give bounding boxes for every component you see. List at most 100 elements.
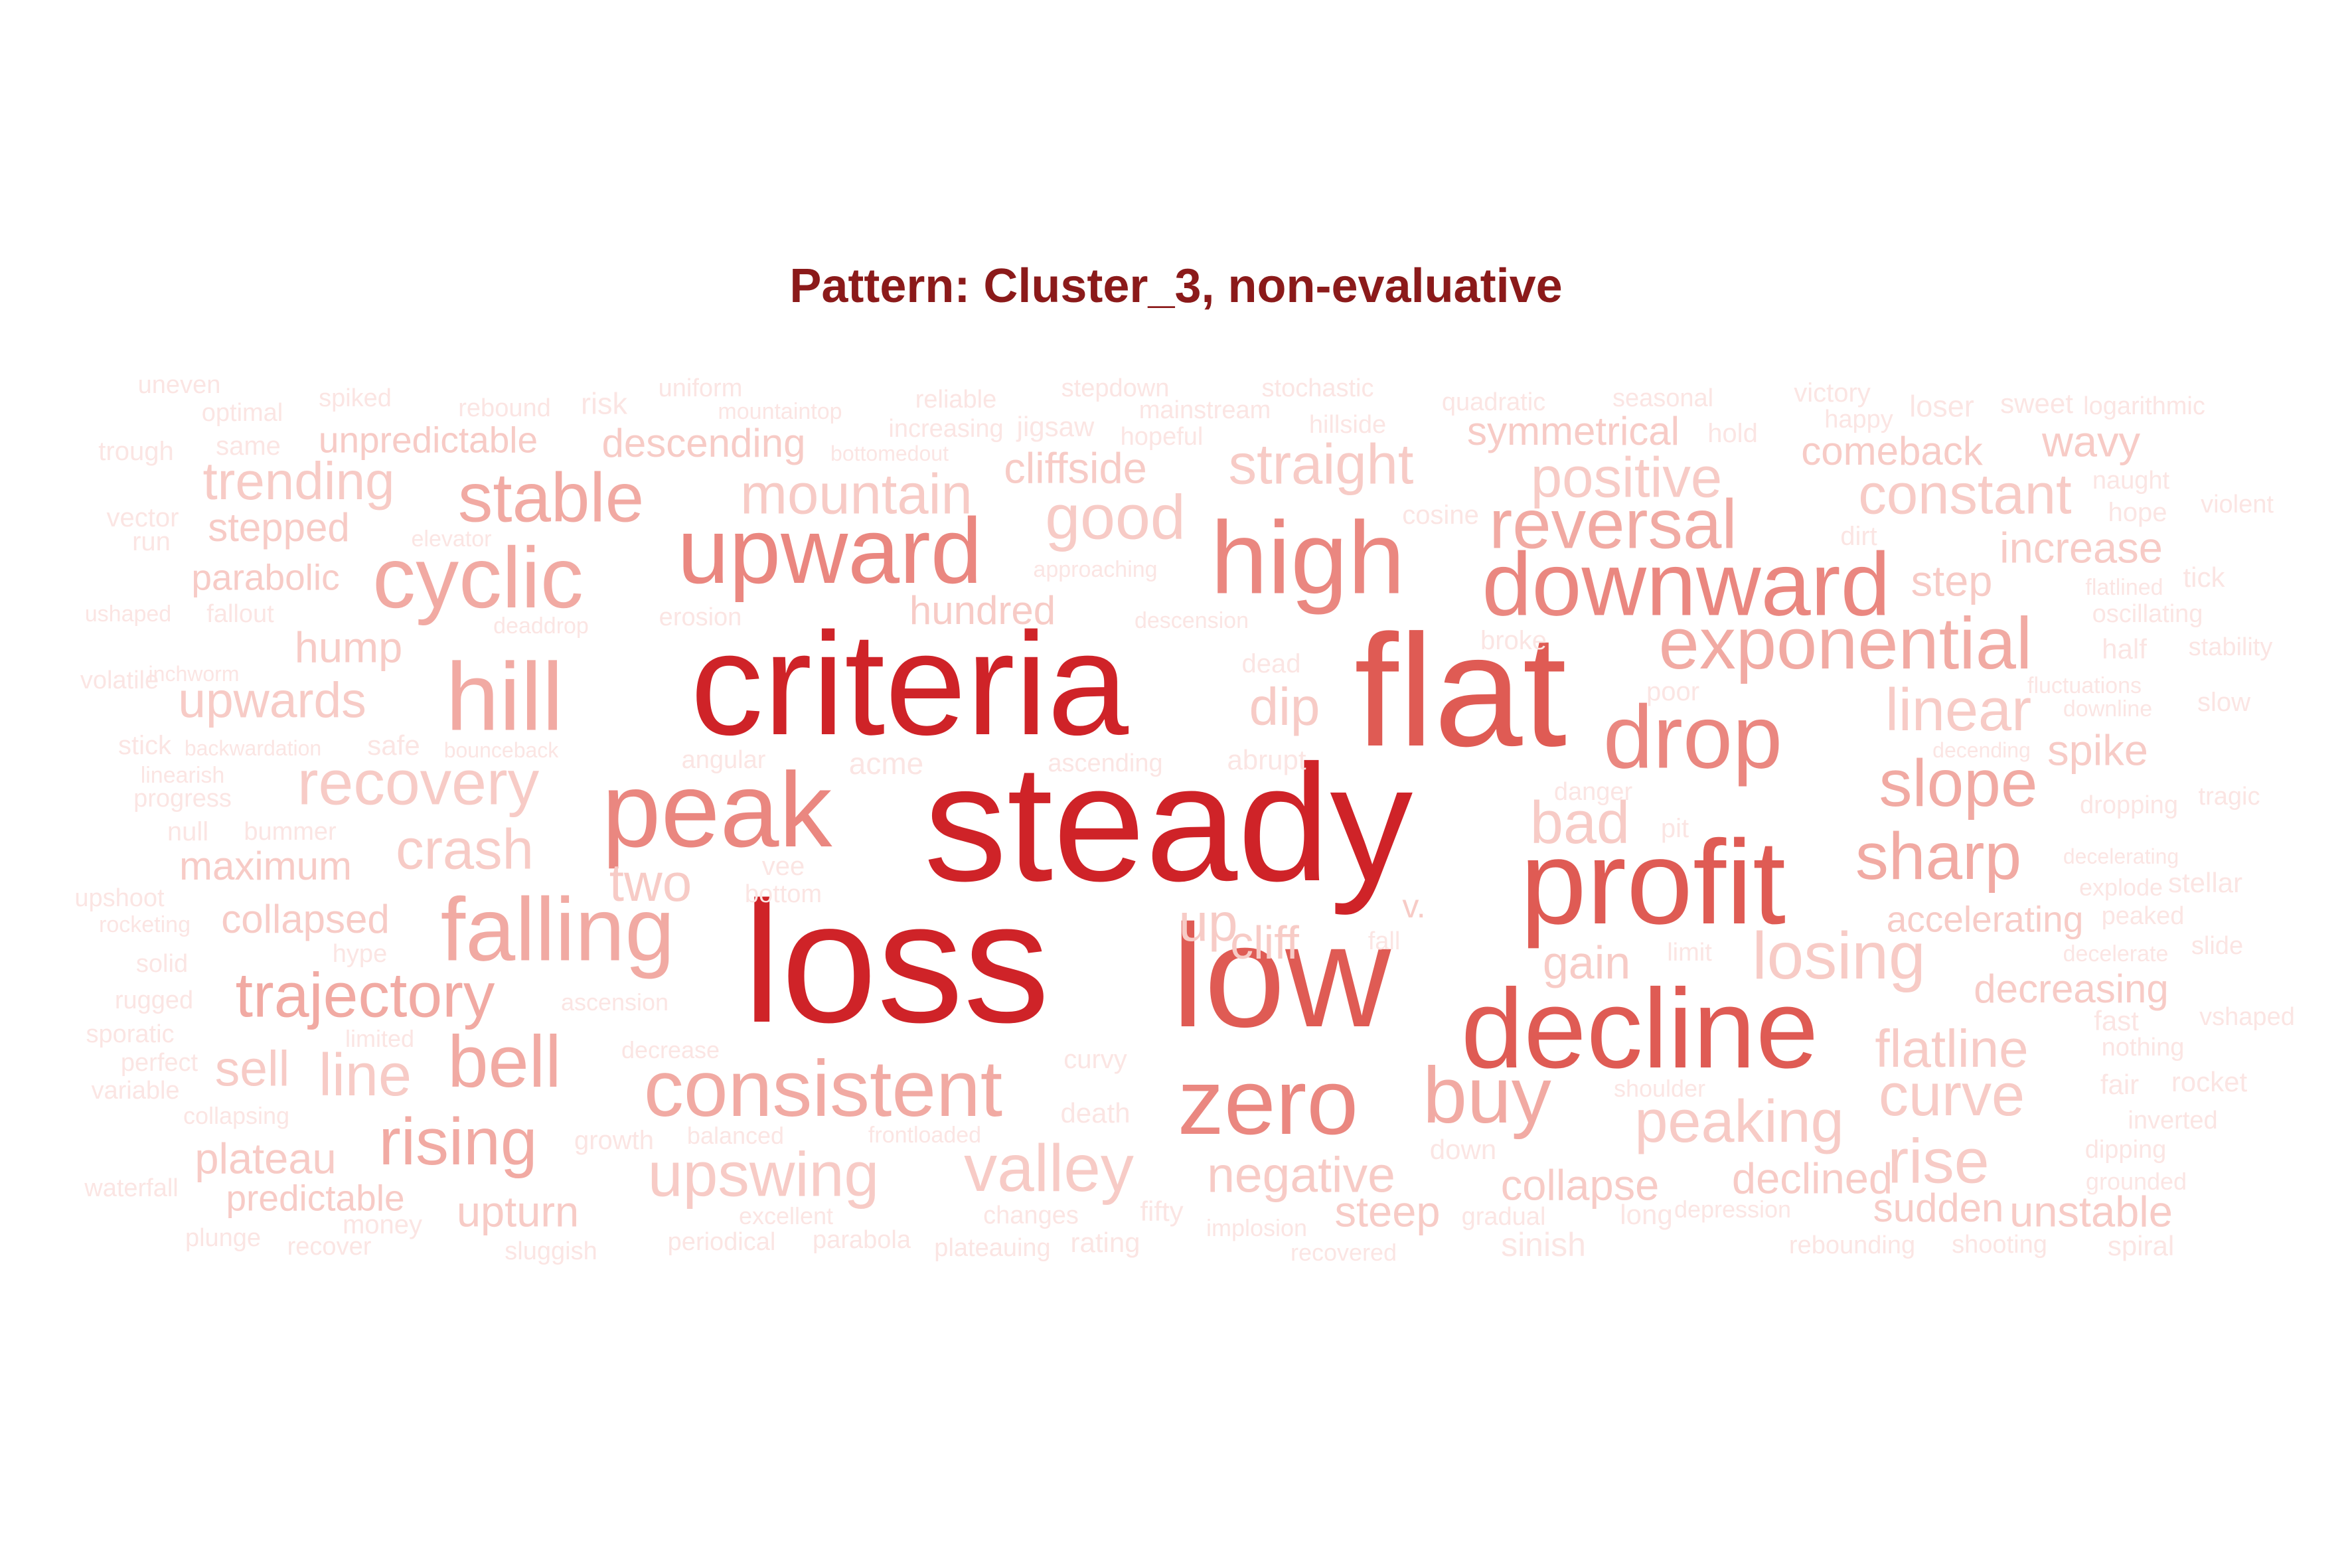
- cloud-word-upturn: upturn: [456, 1187, 580, 1236]
- cloud-word-buy: buy: [1423, 1051, 1551, 1140]
- cloud-word-ushaped: ushaped: [84, 601, 172, 627]
- cloud-word-waterfall: waterfall: [84, 1174, 179, 1202]
- cloud-word-sluggish: sluggish: [505, 1237, 597, 1265]
- cloud-word-variable: variable: [91, 1077, 180, 1105]
- cloud-word-peaking: peaking: [1634, 1089, 1844, 1155]
- cloud-word-plunge: plunge: [185, 1224, 262, 1252]
- cloud-word-bounceback: bounceback: [443, 738, 559, 762]
- cloud-word-curve: curve: [1878, 1062, 2025, 1129]
- cloud-word-fall: fall: [1368, 927, 1401, 955]
- cloud-word-negative: negative: [1207, 1146, 1395, 1203]
- cloud-word-acme: acme: [848, 746, 924, 781]
- cloud-word-uneven: uneven: [137, 371, 221, 399]
- cloud-word-safe: safe: [367, 730, 420, 761]
- cloud-word-rugged: rugged: [114, 986, 194, 1014]
- cloud-word-valley: valley: [964, 1131, 1134, 1206]
- cloud-word-poor: poor: [1646, 677, 1700, 706]
- cloud-word-changes: changes: [983, 1202, 1079, 1229]
- cloud-word-abrupt: abrupt: [1227, 744, 1306, 775]
- cloud-word-mountaintop: mountaintop: [718, 399, 842, 424]
- cloud-word-constant: constant: [1858, 463, 2072, 526]
- cloud-word-decrease: decrease: [621, 1036, 720, 1063]
- cloud-word-dipping: dipping: [2084, 1136, 2167, 1164]
- cloud-word-rebound: rebound: [458, 394, 551, 422]
- cloud-word-bottomedout: bottomedout: [830, 441, 949, 465]
- cloud-word-stochastic: stochastic: [1261, 374, 1374, 402]
- cloud-word-limited: limited: [345, 1025, 415, 1052]
- cloud-word-plateauing: plateauing: [934, 1234, 1051, 1262]
- cloud-word-dead: dead: [1241, 649, 1301, 678]
- cloud-word-parabola: parabola: [813, 1226, 911, 1254]
- cloud-word-slope: slope: [1879, 746, 2038, 821]
- cloud-word-good: good: [1045, 482, 1186, 553]
- cloud-word-tick: tick: [2183, 562, 2225, 593]
- cloud-word-gradual: gradual: [1461, 1203, 1546, 1231]
- cloud-word-periodical: periodical: [667, 1228, 776, 1256]
- cloud-word-naught: naught: [2092, 467, 2170, 495]
- cloud-word-up: up: [1178, 893, 1238, 952]
- cloud-word-upward: upward: [677, 499, 982, 603]
- cloud-word-ascension: ascension: [560, 988, 669, 1016]
- cloud-word-slide: slide: [2191, 932, 2244, 960]
- cloud-word-maximum: maximum: [179, 844, 353, 888]
- cloud-word-run: run: [132, 527, 171, 556]
- cloud-word-rocket: rocket: [2171, 1066, 2248, 1097]
- cloud-word-fluctuations: fluctuations: [2027, 673, 2142, 698]
- cloud-word-descension: descension: [1134, 608, 1249, 633]
- cloud-word-predictable: predictable: [226, 1177, 405, 1219]
- cloud-word-optimal: optimal: [201, 399, 283, 427]
- cloud-word-implosion: implosion: [1206, 1214, 1308, 1241]
- cloud-word-downline: downline: [2063, 696, 2153, 722]
- cloud-word-vshaped: vshaped: [2199, 1003, 2295, 1031]
- cloud-word-fast: fast: [2094, 1005, 2139, 1036]
- cloud-word-nothing: nothing: [2101, 1034, 2185, 1061]
- cloud-word-hump: hump: [294, 623, 403, 672]
- cloud-word-dropping: dropping: [2080, 791, 2178, 819]
- cloud-word-limit: limit: [1667, 939, 1712, 967]
- cloud-word-linearish: linearish: [140, 763, 225, 788]
- cloud-word-progress: progress: [133, 785, 232, 813]
- cloud-word-stepdown: stepdown: [1061, 374, 1170, 402]
- cloud-word-high: high: [1210, 500, 1405, 615]
- cloud-word-peak: peak: [601, 750, 832, 869]
- cloud-word-grounded: grounded: [2085, 1168, 2187, 1195]
- cloud-word-positive: positive: [1530, 446, 1723, 510]
- cloud-word-happy: happy: [1824, 406, 1893, 433]
- cloud-word-declined: declined: [1731, 1154, 1893, 1203]
- cloud-word-fallout: fallout: [206, 600, 274, 628]
- cloud-word-mainstream: mainstream: [1138, 396, 1271, 424]
- cloud-word-oscillating: oscillating: [2092, 600, 2203, 628]
- cloud-word-decline: decline: [1460, 966, 1819, 1092]
- cloud-word-uniform: uniform: [658, 374, 743, 402]
- cloud-word-drop: drop: [1603, 686, 1783, 787]
- cloud-word-steep: steep: [1334, 1187, 1441, 1236]
- cloud-word-exponential: exponential: [1658, 603, 2033, 684]
- cloud-word-descending: descending: [601, 421, 806, 465]
- cloud-word-money: money: [342, 1210, 423, 1239]
- cloud-word-line: line: [318, 1042, 412, 1109]
- cloud-word-hill: hill: [445, 643, 564, 751]
- cloud-title: Pattern: Cluster_3, non-evaluative: [789, 260, 1563, 313]
- cloud-word-reliable: reliable: [915, 386, 997, 414]
- cloud-word-stable: stable: [457, 459, 645, 537]
- cloud-word-cliff: cliff: [1230, 917, 1299, 969]
- cloud-word-comeback: comeback: [1801, 429, 1983, 473]
- cloud-word-gain: gain: [1542, 937, 1631, 988]
- cloud-word-violent: violent: [2201, 491, 2274, 518]
- cloud-word-bummer: bummer: [244, 818, 337, 846]
- cloud-word-cosine: cosine: [1402, 501, 1479, 530]
- cloud-word-dip: dip: [1249, 677, 1320, 736]
- cloud-word-seasonal: seasonal: [1612, 384, 1714, 412]
- cloud-word-decreasing: decreasing: [1974, 967, 2169, 1011]
- cloud-word-balanced: balanced: [686, 1122, 785, 1149]
- cloud-word-death: death: [1060, 1097, 1131, 1129]
- cloud-word-trough: trough: [98, 437, 174, 466]
- cloud-word-collapse: collapse: [1500, 1160, 1660, 1210]
- cloud-word-rocketing: rocketing: [99, 912, 191, 937]
- cloud-word-hopeful: hopeful: [1120, 423, 1204, 451]
- cloud-word-dirt: dirt: [1840, 522, 1877, 551]
- cloud-word-same: same: [216, 431, 281, 461]
- cloud-word-trajectory: trajectory: [235, 960, 495, 1031]
- cloud-word-danger: danger: [1553, 778, 1633, 806]
